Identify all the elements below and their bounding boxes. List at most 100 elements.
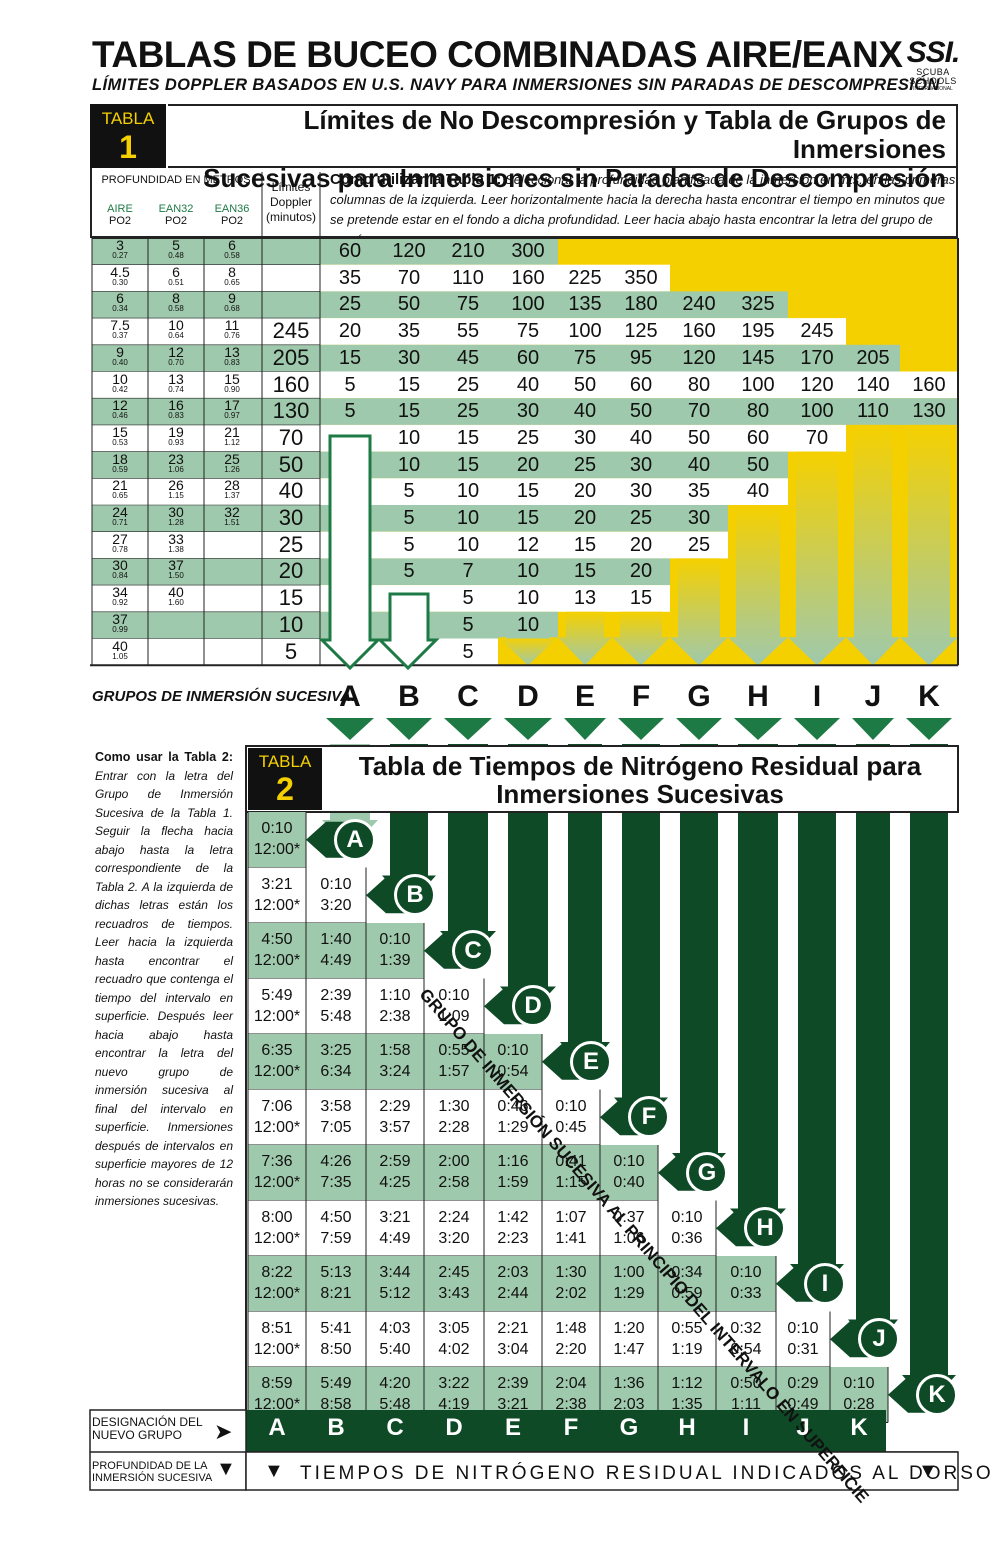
po2-value: 0.78 bbox=[112, 544, 128, 554]
bottom-time: 5 bbox=[462, 613, 474, 636]
interval-end: 0:40 bbox=[613, 1174, 645, 1191]
depth-cell: 27 0.78 bbox=[92, 530, 148, 554]
interval-start: 3:22 bbox=[438, 1375, 470, 1392]
fade-arrow bbox=[498, 637, 558, 666]
arrow-down-icon: ▼ bbox=[264, 1460, 284, 1482]
table1-stripe bbox=[92, 451, 320, 479]
interval-start: 2:29 bbox=[379, 1097, 411, 1115]
group-chevron bbox=[618, 718, 664, 740]
table1-time-cell-bg bbox=[728, 424, 788, 452]
po2-value: 1.38 bbox=[168, 544, 184, 554]
table1-time-cell-bg bbox=[380, 478, 438, 505]
depth-value: 37 bbox=[168, 557, 184, 574]
bottom-time: 130 bbox=[912, 400, 946, 423]
doppler-limit: 20 bbox=[278, 558, 304, 584]
interval-cell: 1:12 1:35 bbox=[658, 1373, 716, 1415]
interval-start: 1:16 bbox=[497, 1153, 529, 1170]
table2-instructions-title: Como usar la Tabla 2: bbox=[95, 750, 233, 764]
depth-value: 12 bbox=[168, 343, 184, 360]
bottom-time: 180 bbox=[624, 293, 658, 316]
depth-label-line1: PROFUNDIDAD DE LA bbox=[92, 1460, 208, 1472]
interval-start: 3:44 bbox=[379, 1264, 411, 1281]
table1-time-cell-bg bbox=[612, 478, 670, 505]
depth-label-line2: INMERSIÓN SUCESIVA bbox=[92, 1472, 213, 1484]
arrow-b-outline bbox=[376, 592, 440, 671]
interval-end: 1:35 bbox=[671, 1396, 703, 1413]
bottom-time: 75 bbox=[516, 320, 540, 343]
table1-time-cell-bg bbox=[438, 478, 498, 505]
table1-time-cell-bg bbox=[670, 478, 728, 505]
table1-time-cell-bg bbox=[558, 371, 612, 399]
table1-time-cell-bg bbox=[438, 638, 498, 666]
table1-time-cell-bg bbox=[846, 371, 900, 399]
interval-cell: 0:55 1:57 bbox=[424, 1040, 484, 1082]
depth-value: 27 bbox=[112, 530, 128, 547]
group-letter-f: F bbox=[631, 680, 651, 713]
arrow-down-icon: ▼ bbox=[918, 1460, 938, 1482]
po2-value: 1.06 bbox=[168, 464, 184, 474]
interval-start: 0:10 bbox=[843, 1375, 875, 1392]
depth-cell: 6 0.34 bbox=[92, 291, 148, 313]
bottom-time: 160 bbox=[912, 373, 946, 396]
table1-time-cell-bg bbox=[498, 424, 558, 452]
interval-end: 3:57 bbox=[379, 1118, 411, 1136]
depth-value: 15 bbox=[112, 423, 128, 440]
interval-cell: 8:22 12:00* bbox=[248, 1262, 306, 1304]
bottom-time: 13 bbox=[573, 587, 597, 610]
interval-end: 0:49 bbox=[787, 1396, 819, 1413]
table1-instructions: Como utilizar la Tabla 1: Seleccionar la… bbox=[330, 170, 956, 250]
table1-time-cell-bg bbox=[788, 344, 846, 372]
table1-title: Límites de No Descompresión y Tabla de G… bbox=[168, 104, 958, 193]
po2-value: 0.97 bbox=[224, 411, 240, 421]
depth-value: 11 bbox=[224, 317, 240, 334]
bottom-time: 210 bbox=[451, 240, 485, 262]
ssi-logo: SSI. SCUBA SCHOOLS INTERNATIONAL bbox=[900, 38, 966, 100]
table1-time-cell-bg bbox=[612, 585, 670, 612]
depth-cell: 28 1.37 bbox=[204, 478, 260, 500]
interval-end: 1:59 bbox=[497, 1174, 529, 1191]
interval-cell: 2:59 4:25 bbox=[366, 1151, 424, 1193]
doppler-header: Límites Doppler (minutos) bbox=[265, 180, 316, 224]
po2-value: 0.59 bbox=[112, 464, 128, 474]
bottom-time: 20 bbox=[629, 533, 653, 556]
interval-end: 3:04 bbox=[497, 1340, 529, 1358]
po2-value: 0.51 bbox=[168, 277, 184, 287]
interval-end: 0:54 bbox=[497, 1063, 529, 1080]
bottom-time: 325 bbox=[741, 293, 775, 316]
table1-time-cell-bg bbox=[438, 505, 498, 532]
interval-end: 12:00* bbox=[253, 896, 301, 914]
table1-title-line1: Límites de No Descompresión y Tabla de G… bbox=[303, 105, 946, 164]
table2-instructions-text: Entrar con la letra del Grupo de Inmersi… bbox=[95, 768, 233, 1209]
depth-value: 8 bbox=[228, 263, 236, 280]
po2-value: 0.92 bbox=[112, 598, 128, 608]
interval-end: 7:59 bbox=[320, 1229, 352, 1247]
interval-cell: 2:00 2:58 bbox=[424, 1151, 484, 1193]
interval-start: 1:42 bbox=[497, 1208, 529, 1226]
interval-start: 0:10 bbox=[438, 986, 470, 1004]
bottom-time: 5 bbox=[403, 480, 415, 503]
table1-time-cell-bg bbox=[788, 318, 846, 345]
interval-end: 2:03 bbox=[613, 1396, 645, 1413]
depth-value: 24 bbox=[112, 504, 128, 520]
depth-value: 21 bbox=[112, 477, 128, 494]
depth-value: 10 bbox=[168, 317, 184, 334]
interval-cell: 3:25 6:34 bbox=[306, 1040, 366, 1082]
depth-cell: 21 1.12 bbox=[204, 425, 260, 447]
doppler-limit: 205 bbox=[272, 344, 310, 370]
bottom-time: 25 bbox=[338, 293, 362, 316]
table1-time-cell-bg bbox=[558, 264, 612, 292]
interval-start: 0:37 bbox=[613, 1208, 645, 1226]
interval-start: 0:10 bbox=[671, 1208, 703, 1226]
col-ean32-label: EAN32 bbox=[158, 203, 194, 215]
col-ean36-header: EAN36 PO2 bbox=[204, 203, 260, 227]
depth-cell: 21 0.65 bbox=[92, 477, 148, 500]
group-chevron bbox=[906, 718, 952, 740]
interval-start: 8:22 bbox=[261, 1264, 293, 1281]
depth-cell: 5 0.48 bbox=[148, 238, 204, 260]
interval-cell: 0:41 1:15 bbox=[542, 1151, 600, 1193]
interval-start: 1:07 bbox=[555, 1208, 587, 1226]
interval-start: 3:21 bbox=[379, 1208, 411, 1226]
interval-cell: 7:36 12:00* bbox=[248, 1151, 306, 1193]
group-circle-a: A bbox=[334, 818, 376, 861]
depth-value: 18 bbox=[112, 450, 128, 467]
